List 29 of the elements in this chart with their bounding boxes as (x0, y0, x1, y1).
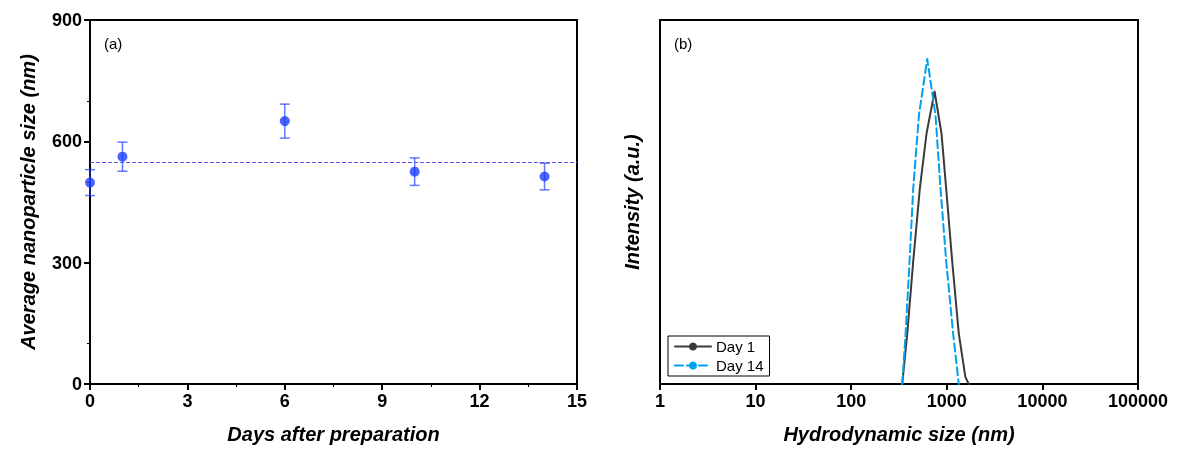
point (539, 171, 550, 182)
y-axis-title: Average nanoparticle size (nm) (17, 53, 39, 351)
x-tick-label: 0 (84, 391, 96, 411)
legend-label: Day 14 (716, 357, 764, 374)
text: (b) (674, 35, 693, 52)
x-axis-title: Hydrodynamic size (nm) (783, 423, 1015, 445)
x-tick-label: 10 (745, 391, 766, 411)
y-tick-label: 900 (51, 10, 82, 30)
point (279, 116, 290, 127)
x-tick-label: 100 (836, 391, 867, 411)
x-tick-label: 100000 (1107, 391, 1169, 411)
x-tick-label: 12 (469, 391, 490, 411)
x-tick-label: 6 (279, 391, 290, 411)
x-tick-label: 15 (566, 391, 588, 411)
y-tick-label: 0 (71, 374, 82, 394)
x-tick-label: 1000 (926, 391, 967, 411)
x-axis-title: Days after preparation (227, 423, 440, 445)
point (409, 166, 420, 177)
annotation: (a) (104, 35, 123, 52)
y-tick-label: 600 (51, 131, 82, 152)
y-axis-title: Intensity (a.u.) (621, 133, 643, 270)
x-tick-label: 10000 (1017, 391, 1068, 411)
y-tick-label: 300 (51, 252, 82, 273)
x-tick-label: 9 (377, 391, 388, 411)
legend-label: Day 1 (716, 338, 756, 355)
point (117, 151, 128, 162)
x-tick-label: 3 (182, 391, 193, 411)
x-tick-label: 1 (654, 391, 666, 411)
point (85, 177, 95, 188)
